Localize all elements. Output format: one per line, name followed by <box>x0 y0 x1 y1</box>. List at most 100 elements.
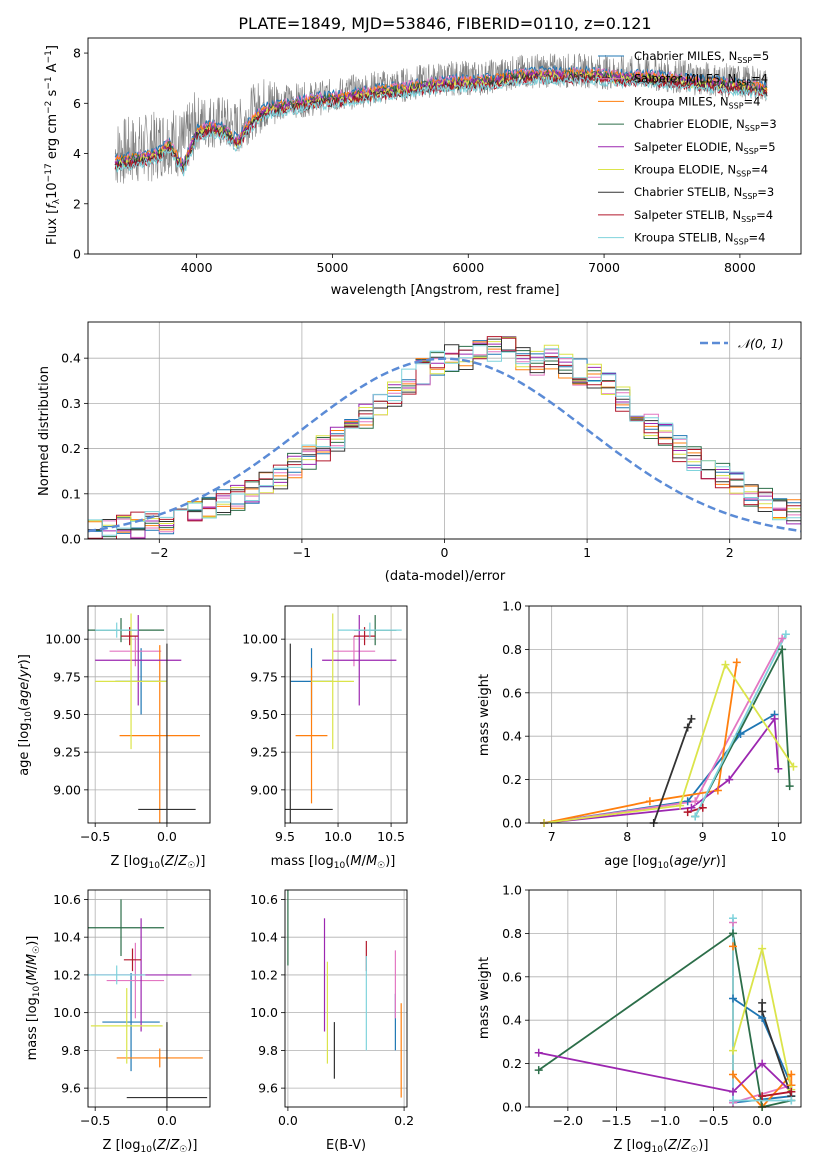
residual-xtick-label: 2 <box>726 545 734 560</box>
age_mass-plot-area <box>285 613 402 823</box>
age_mass-xtick-label: 10.5 <box>377 829 405 844</box>
model-spectrum-line <box>114 66 768 168</box>
age_Z-frame <box>87 605 211 824</box>
mw_Z-xtick-label: −0.5 <box>698 1113 728 1128</box>
residual-histogram <box>88 336 801 539</box>
mw_age-point-marker <box>683 797 692 806</box>
residual-ytick-label: 0.3 <box>61 396 81 411</box>
mw_Z-point-marker <box>729 1046 737 1055</box>
spectrum-xtick-label: 4000 <box>181 260 213 275</box>
age_mass-grid <box>284 606 407 823</box>
spectrum-xtick-label: 5000 <box>317 260 349 275</box>
mw_age-ytick-label: 0.0 <box>502 816 522 831</box>
age-mass-xlabel: mass [log10(M/M☉)] <box>271 854 396 871</box>
mass-z-ylabel: mass [log10(M/M☉)] <box>25 936 42 1061</box>
mw_Z-frame <box>528 889 802 1108</box>
mw_age-xtick-label: 10 <box>770 829 786 844</box>
mw_age-point-marker <box>713 786 722 795</box>
mass_Z-ytick-label: 10.2 <box>53 967 81 982</box>
mass_ebv-ytick-label: 10.0 <box>250 1005 278 1020</box>
mass_ebv-ytick-label: 10.6 <box>250 892 278 907</box>
mass_Z-ytick-label: 10.4 <box>53 930 81 945</box>
mw_age-ytick-label: 0.8 <box>502 642 522 657</box>
mass_ebv-xtick-label: 0.0 <box>278 1113 298 1128</box>
residual-ytick-label: 0.1 <box>61 486 81 501</box>
mass-weight-vs-metallicity-panel: −2.0 −1.5 −1.0 −0.5 0.0 0.0 0.2 0.4 0.6 0.8 1.0 <box>502 883 802 1128</box>
mw_Z-xtick-label: 0.0 <box>752 1113 772 1128</box>
mw_age-point-marker <box>736 730 745 739</box>
spectrum-ytick-label: 8 <box>73 46 81 61</box>
mass_ebv-plot-area <box>287 890 402 1098</box>
mw_Z-ytick-label: 0.6 <box>502 969 522 984</box>
age_mass-ytick-label: 9.75 <box>250 669 278 684</box>
spectrum-frame <box>87 37 802 255</box>
mw_age-series-line <box>694 633 787 817</box>
mass_ebv-ytick-label: 9.8 <box>258 1043 278 1058</box>
mass_Z-ytick-label: 9.6 <box>61 1081 81 1096</box>
spectrum-ylabel: Flux [fλ10−17 erg cm−2 s−1 A−1] <box>44 45 62 245</box>
mw_Z-point-marker <box>534 1066 543 1075</box>
mw-age-xlabel: age [log10(age/yr)] <box>604 854 726 871</box>
model-spectrum-line <box>114 75 768 177</box>
mass_Z-plot-area <box>88 899 208 1107</box>
age-z-xlabel: Z [log10(Z/Z☉)] <box>111 854 206 871</box>
age_Z-ytick-label: 9.25 <box>53 745 81 760</box>
mw_Z-point-marker <box>729 929 737 938</box>
mass-weight-vs-age-panel: 7 8 9 10 0.0 0.2 0.4 0.6 0.8 1.0 <box>502 599 802 844</box>
spectrum-xtick-label: 6000 <box>452 260 484 275</box>
spectrum-panel: 4000 5000 6000 7000 8000 0 2 4 6 8 Chabrier MILES,… <box>73 37 802 275</box>
mw_age-point-marker <box>683 723 692 732</box>
mass_Z-ytick-label: 9.8 <box>61 1043 81 1058</box>
figure-title: PLATE=1849, MJD=53846, FIBERID=0110, z=0… <box>238 14 651 33</box>
residual-histogram <box>88 338 801 531</box>
residual-frame <box>87 321 802 540</box>
mw_age-point-marker <box>778 645 787 654</box>
mass_ebv-frame <box>284 889 408 1108</box>
residual-histogram <box>88 336 801 539</box>
age_Z-ytick-label: 9.00 <box>53 782 81 797</box>
mw_Z-point-marker <box>729 994 737 1003</box>
mass_ebv-grid <box>285 890 407 1107</box>
mw_age-plot-area <box>543 633 795 823</box>
mw_Z-point-marker <box>758 944 767 953</box>
residual-xtick-label: −2 <box>150 545 168 560</box>
residual-ytick-label: 0.2 <box>61 441 81 456</box>
age_mass-ytick-label: 10.00 <box>242 632 278 647</box>
mw_Z-point-marker <box>758 998 767 1007</box>
mw_age-point-marker <box>698 803 707 812</box>
residual-ytick-label: 0.0 <box>61 532 81 547</box>
mass_ebv-ytick-label: 9.6 <box>258 1081 278 1096</box>
mw_age-ytick-label: 0.6 <box>502 685 522 700</box>
mw_age-point-marker <box>789 762 798 771</box>
legend-label: Kroupa MILES, NSSP=4 <box>634 94 760 110</box>
gaussian-curve <box>88 357 801 533</box>
mw_Z-ytick-label: 0.8 <box>502 926 522 941</box>
mw_age-ytick-label: 0.4 <box>502 729 522 744</box>
mw_Z-xtick-label: −1.0 <box>650 1113 680 1128</box>
mass_Z-frame <box>87 889 211 1108</box>
mw_age-point-marker <box>785 782 794 791</box>
age_Z-xtick-label: −0.5 <box>80 829 110 844</box>
age_Z-ytick-label: 9.50 <box>53 707 81 722</box>
mw_Z-xtick-label: −2.0 <box>553 1113 583 1128</box>
mw_age-point-marker <box>721 660 730 669</box>
mw_Z-point-marker <box>729 942 737 951</box>
mw_age-point-marker <box>778 634 787 643</box>
residual-histogram <box>88 345 801 536</box>
mw_age-point-marker <box>645 797 654 806</box>
mass-z-xlabel: Z [log10(Z/Z☉)] <box>103 1138 198 1155</box>
mass_Z-grid <box>88 890 210 1107</box>
mw_Z-point-marker <box>729 1087 737 1096</box>
mw_age-point-marker <box>781 630 790 639</box>
residual-ylabel: Normed distribution <box>37 366 52 496</box>
legend-label: Salpeter ELODIE, NSSP=5 <box>634 140 776 156</box>
legend-label: Salpeter MILES, NSSP=4 <box>634 72 768 88</box>
age-z-ylabel: age [log10(age/yr)] <box>17 654 34 776</box>
mass-vs-metallicity-panel: −0.5 0.0 9.6 9.8 10.0 10.2 10.4 10.6 <box>53 889 211 1128</box>
mw_age-xtick-label: 9 <box>699 829 707 844</box>
mw_Z-point-marker <box>787 1096 796 1105</box>
mw_Z-point-marker <box>758 1007 767 1016</box>
mw_age-point-marker <box>683 808 692 817</box>
mw_age-point-marker <box>770 714 779 723</box>
mw_Z-ytick-label: 0.2 <box>502 1056 522 1071</box>
